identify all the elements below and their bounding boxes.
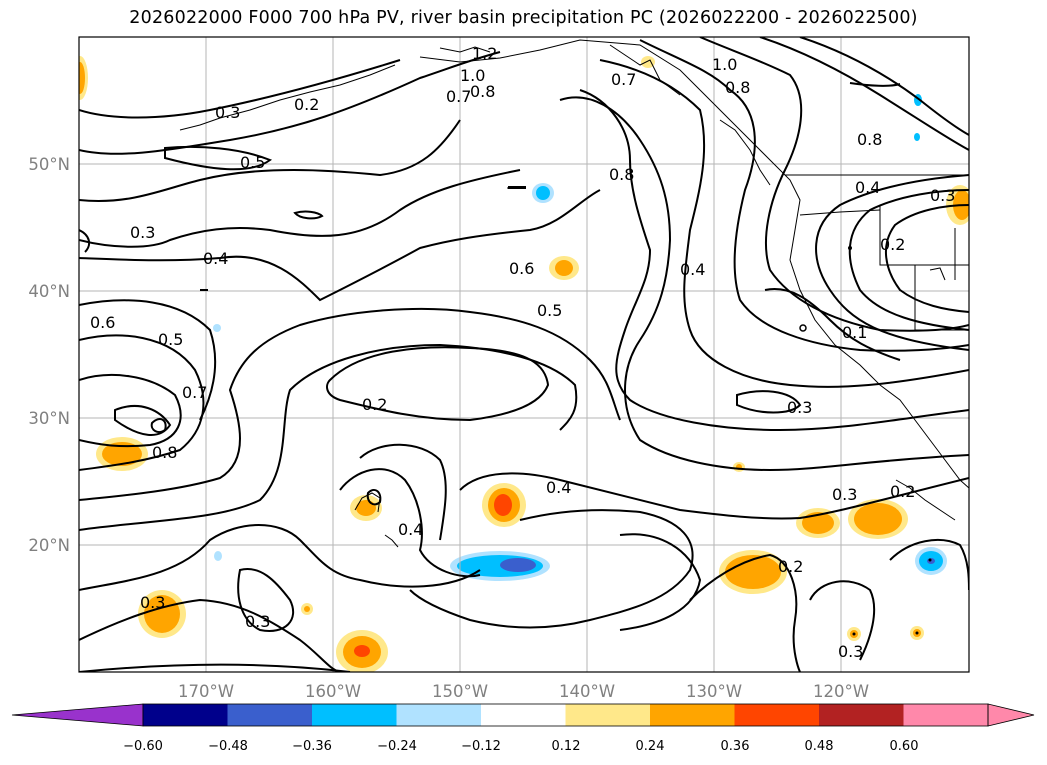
colorbar-tick-label: −0.36 [292, 739, 332, 754]
svg-text:0.2: 0.2 [880, 235, 905, 254]
svg-text:0.2: 0.2 [890, 482, 915, 501]
lat-label: 40°N [28, 282, 70, 301]
svg-text:0.8: 0.8 [470, 82, 495, 101]
colorbar-segment [481, 704, 566, 726]
colorbar-tick-label: −0.60 [123, 739, 163, 754]
colorbar-tick-label: −0.24 [377, 739, 417, 754]
colorbar-segment [312, 704, 397, 726]
map-frame [78, 36, 970, 673]
island-markers [200, 186, 932, 636]
svg-text:0.8: 0.8 [725, 78, 750, 97]
svg-text:0.5: 0.5 [240, 153, 265, 172]
colorbar-tick-label: 0.36 [721, 739, 750, 754]
colorbar-segment [650, 704, 735, 726]
svg-text:1.0: 1.0 [460, 66, 485, 85]
lon-label: 170°W [178, 682, 234, 701]
colorbar-tick-label: −0.12 [461, 739, 501, 754]
svg-text:0.3: 0.3 [838, 642, 863, 661]
lon-label: 140°W [559, 682, 615, 701]
map-panel: 1.2 1.0 1.0 0.8 0.8 0.7 0.7 0.3 0.2 0.5 … [79, 37, 969, 672]
svg-text:0.5: 0.5 [158, 330, 183, 349]
svg-text:0.3: 0.3 [245, 612, 270, 631]
svg-text:0.2: 0.2 [294, 95, 319, 114]
svg-text:0.3: 0.3 [832, 485, 857, 504]
svg-text:0.4: 0.4 [546, 478, 571, 497]
svg-text:0.3: 0.3 [140, 593, 165, 612]
svg-text:0.8: 0.8 [152, 443, 177, 462]
svg-text:0.6: 0.6 [509, 259, 534, 278]
colorbar-segment [227, 704, 313, 726]
colorbar-tick-label: 0.24 [636, 739, 665, 754]
svg-text:0.1: 0.1 [842, 323, 867, 342]
lat-label: 20°N [28, 536, 70, 555]
svg-text:0.6: 0.6 [90, 313, 115, 332]
colorbar-tick-labels: −0.60 −0.48 −0.36 −0.24 −0.12 0.12 0.24 … [123, 739, 918, 754]
colorbar-extend-max [987, 703, 1035, 727]
svg-text:0.7: 0.7 [446, 87, 471, 106]
colorbar-segment [903, 704, 989, 726]
svg-text:0.5: 0.5 [537, 301, 562, 320]
colorbar-tick-label: 0.48 [805, 739, 834, 754]
colorbar-segment [143, 704, 228, 726]
lon-label: 120°W [813, 682, 869, 701]
colorbar-tick-label: −0.48 [208, 739, 248, 754]
svg-text:0.3: 0.3 [130, 223, 155, 242]
svg-text:0.8: 0.8 [857, 130, 882, 149]
pv-contours [79, 37, 969, 672]
svg-text:1.0: 1.0 [712, 55, 737, 74]
colorbar-segment [819, 704, 904, 726]
svg-text:0.3: 0.3 [787, 398, 812, 417]
contour-labels: 1.2 1.0 1.0 0.8 0.8 0.7 0.7 0.3 0.2 0.5 … [90, 44, 955, 661]
longitude-labels: 170°W 160°W 150°W 140°W 130°W 120°W [178, 682, 869, 701]
svg-text:0.3: 0.3 [215, 103, 240, 122]
lon-label: 160°W [305, 682, 361, 701]
colorbar-segments [11, 703, 1035, 727]
colorbar: −0.60 −0.48 −0.36 −0.24 −0.12 0.12 0.24 … [11, 703, 1035, 754]
colorbar-tick-label: 0.60 [890, 739, 919, 754]
svg-text:1.2: 1.2 [472, 44, 497, 63]
svg-text:0.4: 0.4 [203, 249, 228, 268]
gridlines [79, 37, 969, 672]
svg-text:0.3: 0.3 [930, 186, 955, 205]
svg-text:0.7: 0.7 [182, 383, 207, 402]
colorbar-segment [734, 704, 820, 726]
lon-label: 130°W [686, 682, 742, 701]
svg-text:0.8: 0.8 [609, 165, 634, 184]
svg-text:0.2: 0.2 [362, 395, 387, 414]
latitude-labels: 50°N 40°N 30°N 20°N [28, 155, 70, 555]
svg-text:0.4: 0.4 [398, 520, 423, 539]
svg-text:0.7: 0.7 [611, 70, 636, 89]
svg-text:0.2: 0.2 [778, 557, 803, 576]
lon-label: 150°W [432, 682, 488, 701]
colorbar-segment [565, 704, 651, 726]
lat-label: 50°N [28, 155, 70, 174]
colorbar-extend-min [11, 703, 144, 727]
svg-text:0.4: 0.4 [680, 260, 705, 279]
colorbar-segment [396, 704, 482, 726]
colorbar-tick-label: 0.12 [552, 739, 581, 754]
svg-text:0.4: 0.4 [855, 178, 880, 197]
lat-label: 30°N [28, 409, 70, 428]
map-title: 2026022000 F000 700 hPa PV, river basin … [129, 8, 918, 28]
colorbar-frame [142, 703, 989, 727]
